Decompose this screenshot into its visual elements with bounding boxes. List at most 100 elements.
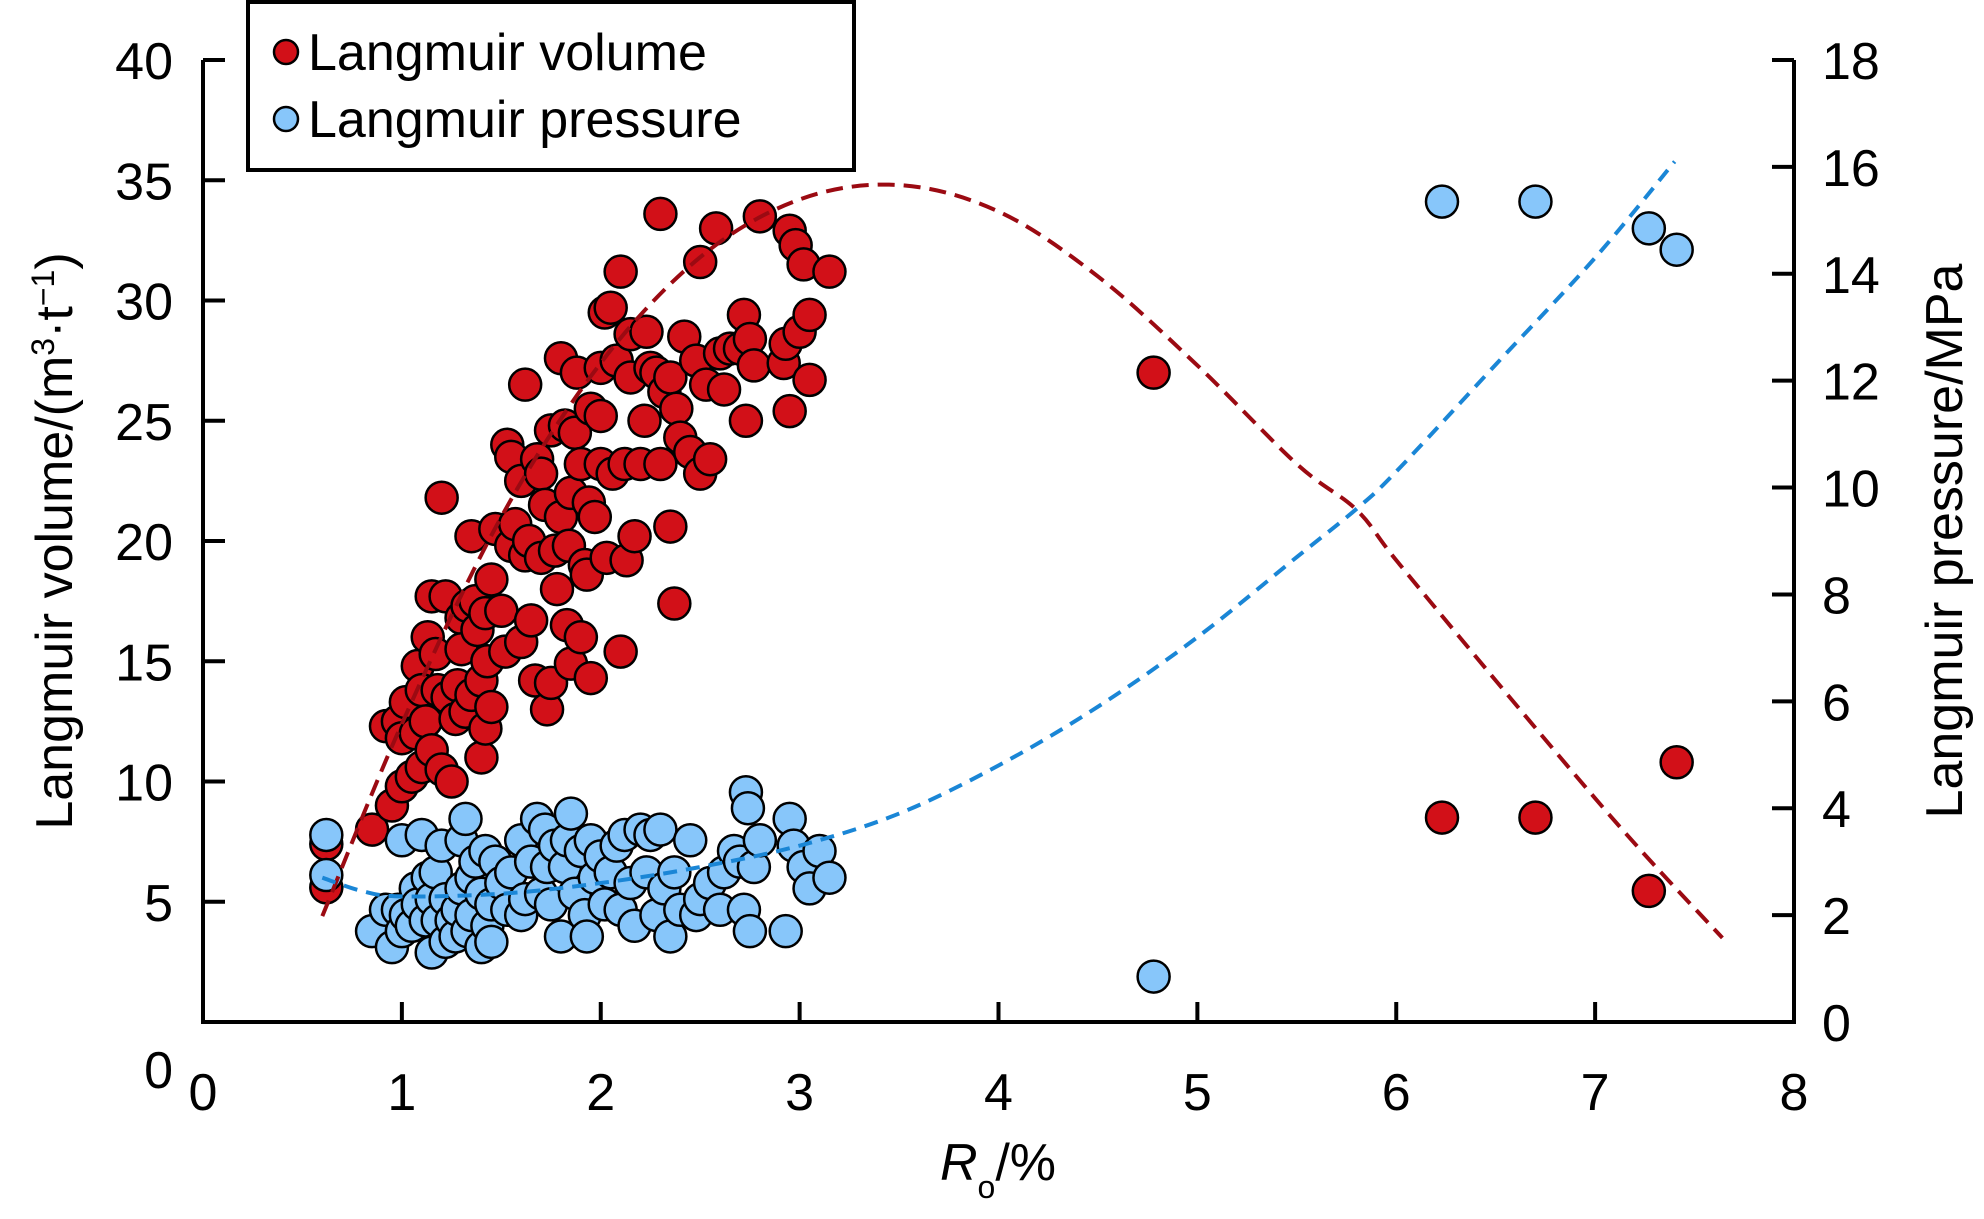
y-tick-label-left: 25 [115, 394, 173, 452]
y-tick-label-right: 0 [1822, 995, 1851, 1053]
volume-point [643, 446, 678, 482]
volume-point [629, 314, 664, 350]
volume-point [812, 254, 847, 289]
pressure-point [643, 812, 678, 847]
legend-label-pressure: Langmuir pressure [308, 91, 742, 149]
y-tick-label-right: 4 [1822, 781, 1851, 839]
volume-point [593, 290, 628, 325]
pressure-point [448, 801, 483, 837]
pressure-point [768, 913, 803, 949]
volume-point [682, 244, 718, 280]
y-tick-label-left: 5 [144, 875, 173, 933]
volume-point [424, 480, 459, 515]
volume-point [706, 372, 742, 407]
y-tick-label-right: 2 [1822, 888, 1851, 946]
legend-label-volume: Langmuir volume [308, 24, 707, 82]
x-axis-title-main: R [940, 1134, 978, 1192]
y-tick-label-right: 18 [1822, 33, 1880, 91]
axes [201, 58, 1796, 1024]
volume-point [464, 740, 499, 775]
y-tick-label-right: 16 [1822, 140, 1880, 198]
y-tick-label-left: 10 [115, 755, 173, 813]
legend: Langmuir volume Langmuir pressure [246, 0, 856, 172]
pressure-point [742, 823, 778, 858]
y-tick-label-left: 30 [115, 274, 173, 332]
volume-point [1424, 800, 1460, 835]
volume-point [573, 660, 609, 696]
y-tick-label-right: 14 [1822, 247, 1880, 305]
volume-point [1631, 873, 1667, 909]
pressure-point [1631, 211, 1667, 246]
legend-marker-volume [272, 38, 300, 66]
y-axis-title-main: Langmuir volume/(m [26, 356, 84, 830]
x-tick-label: 4 [984, 1064, 1013, 1122]
pressure-point [569, 919, 605, 954]
volume-point [692, 441, 728, 477]
volume-point [792, 362, 827, 398]
pressure-point [730, 790, 766, 826]
pressure-point [1659, 232, 1694, 267]
legend-box [246, 0, 856, 172]
volume-point [474, 689, 509, 725]
volume-point [1659, 745, 1694, 780]
volume-point [772, 393, 807, 429]
pressure-point [732, 913, 768, 949]
x-tick-label: 3 [785, 1064, 814, 1122]
legend-entry-pressure: Langmuir pressure [272, 91, 742, 149]
volume-point [577, 499, 613, 535]
x-tick-label: 8 [1780, 1064, 1809, 1122]
volume-point [617, 518, 652, 554]
legend-marker-pressure [272, 105, 300, 133]
y-tick-label-right: 8 [1822, 567, 1851, 625]
volume-point [657, 586, 692, 621]
y-axis-title-mid: ·t [26, 306, 84, 338]
pressure-point [474, 924, 509, 960]
pressure-point [672, 823, 708, 858]
y-axis-title-right: Langmuir pressure/MPa [1916, 263, 1974, 818]
y-tick-label-left: 35 [115, 153, 173, 211]
series-pressure [309, 184, 1694, 994]
x-tick-label: 0 [189, 1064, 218, 1122]
x-tick-label: 1 [387, 1064, 416, 1122]
y-axis-title-sup1: 3 [25, 338, 61, 356]
trendline-pressure [321, 160, 1677, 899]
volume-point [698, 211, 734, 246]
volume-point [792, 297, 827, 333]
y-axis-title-left: Langmuir volume/(m3·t−1) [25, 252, 84, 829]
trendline-volume [320, 182, 1724, 940]
series-volume [309, 196, 1694, 909]
y-tick-label-right: 10 [1822, 461, 1880, 519]
legend-entry-volume: Langmuir volume [272, 24, 707, 82]
volume-point [539, 571, 575, 607]
x-tick-label: 7 [1581, 1064, 1610, 1122]
volume-point [603, 254, 638, 289]
volume-point [583, 398, 618, 434]
volume-point [523, 456, 559, 491]
pressure-point [553, 796, 589, 831]
x-tick-label: 5 [1183, 1064, 1212, 1122]
y-tick-label-right: 12 [1822, 354, 1880, 412]
x-axis-title-sub: o [978, 1169, 996, 1205]
volume-point [484, 593, 519, 628]
volume-point [1136, 355, 1171, 390]
y-tick-label-left: 15 [115, 634, 173, 692]
volume-point [474, 562, 509, 597]
pressure-point [812, 860, 847, 895]
volume-point [736, 348, 772, 383]
x-tick-label: 6 [1382, 1064, 1411, 1122]
y-tick-label-right: 6 [1822, 674, 1851, 732]
trendline-layer [320, 160, 1724, 940]
pressure-point [309, 817, 344, 853]
volume-point [643, 196, 678, 232]
volume-point [563, 619, 599, 655]
volume-point [507, 367, 543, 402]
pressure-point [1518, 184, 1553, 219]
volume-point [728, 403, 764, 438]
y-tick-label-left: 40 [115, 33, 173, 91]
volume-point [1518, 800, 1553, 835]
pressure-point [1136, 959, 1171, 994]
y-tick-label-left: 20 [115, 514, 173, 572]
volume-point [627, 403, 662, 438]
volume-point [513, 603, 549, 638]
